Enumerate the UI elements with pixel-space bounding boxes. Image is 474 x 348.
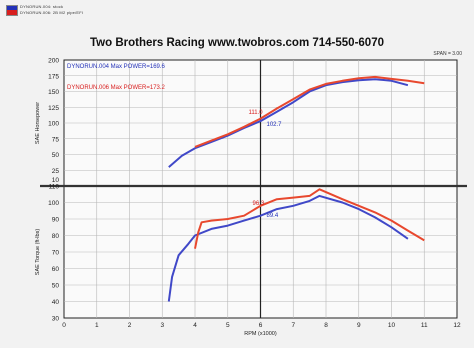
x-tick-label: 4	[193, 322, 197, 329]
series-name-run006: DYNORUN.006 Max POWER=173.2	[67, 85, 166, 91]
tq-tick-label: 40	[52, 299, 60, 306]
tq-tick-label: 30	[52, 316, 60, 323]
hp-axis-label: SAE Horsepower	[35, 102, 41, 144]
tq-axis-label: SAE Torque (ft-lbs)	[35, 229, 41, 276]
hp-tick-label: 75	[52, 136, 60, 143]
x-tick-label: 2	[128, 322, 132, 329]
tq-tick-label: 80	[52, 233, 60, 240]
series-lines	[167, 75, 425, 302]
tq-tick-label: 60	[52, 266, 60, 273]
x-tick-label: 10	[388, 322, 396, 329]
hp-tick-label: 10	[52, 177, 60, 184]
legend-line-2: DYNORUN.006: 2B M2 pipe/EFI	[20, 10, 84, 15]
x-tick-label: 7	[291, 322, 295, 329]
hp-tick-label: 150	[48, 89, 59, 96]
x-tick-label: 6	[259, 322, 263, 329]
series-name-run004: DYNORUN.004 Max POWER=169.6	[67, 64, 166, 70]
hp-series-run006	[194, 75, 425, 148]
chart-labels: 1025507510012515017520030405060708090100…	[35, 58, 461, 338]
axes	[40, 60, 467, 318]
x-axis-label: RPM (x1000)	[244, 331, 277, 337]
chart-title: Two Brothers Racing www.twobros.com 714-…	[90, 37, 384, 49]
hp-tick-label: 50	[52, 152, 60, 159]
x-tick-label: 5	[226, 322, 230, 329]
tq-series-run006	[194, 188, 425, 249]
x-tick-label: 0	[62, 322, 66, 329]
x-tick-label: 3	[160, 322, 164, 329]
x-tick-label: 12	[453, 322, 461, 329]
hp-readout-run004: 102.7	[267, 122, 283, 128]
tq-series-run004	[167, 194, 409, 302]
run-color-legend-icon	[6, 5, 18, 16]
smoothing-label: SPAN = 3.00	[433, 51, 462, 57]
legend-line-1: DYNORUN.004: stock	[20, 4, 64, 9]
hp-tick-label: 100	[48, 121, 59, 128]
x-tick-label: 11	[421, 322, 428, 329]
hp-tick-label: 125	[48, 105, 59, 112]
tq-tick-label: 110	[49, 184, 60, 191]
tq-tick-label: 90	[52, 217, 60, 224]
hp-series-run004	[168, 78, 409, 168]
tq-readout-run004: 89.4	[267, 213, 279, 219]
tq-readout-run006: 96.3	[253, 201, 265, 207]
hp-tick-label: 200	[48, 58, 59, 65]
x-tick-label: 1	[95, 322, 99, 329]
tq-tick-label: 100	[48, 200, 59, 207]
hp-readout-run006: 111.0	[249, 110, 264, 116]
x-tick-label: 9	[357, 322, 361, 329]
x-tick-label: 8	[324, 322, 328, 329]
tq-tick-label: 70	[52, 250, 60, 257]
tq-tick-label: 50	[52, 283, 60, 290]
hp-tick-label: 25	[52, 168, 60, 175]
hp-tick-label: 175	[48, 73, 59, 80]
